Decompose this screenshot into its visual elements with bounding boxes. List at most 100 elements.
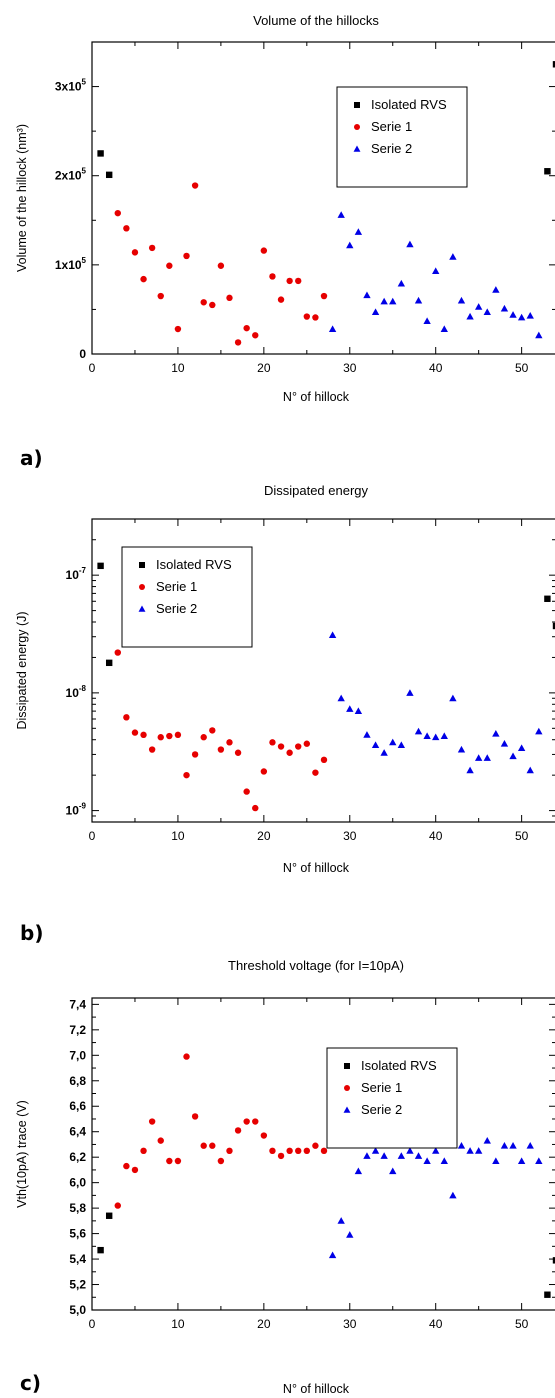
data-point-triangle <box>535 331 543 339</box>
y-tick-label: 7,0 <box>69 1048 86 1062</box>
data-point-circle <box>277 743 285 750</box>
data-point-circle <box>295 277 302 285</box>
data-point-triangle <box>449 694 457 702</box>
panel-label: b) <box>20 921 43 945</box>
y-tick-label: 5,2 <box>69 1278 86 1292</box>
y-tick-label: 2x105 <box>55 167 87 183</box>
chart-title: Volume of the hillocks <box>253 13 379 28</box>
y-tick-label: 0 <box>79 347 86 361</box>
data-point-square <box>552 622 555 630</box>
data-point-square <box>97 1246 104 1254</box>
data-point-triangle <box>474 303 483 310</box>
y-tick-label: 10-7 <box>66 566 87 582</box>
data-point-triangle <box>466 312 474 320</box>
data-point-circle <box>191 182 199 189</box>
data-point-circle <box>123 714 130 721</box>
y-tick-label: 10-9 <box>66 802 87 818</box>
data-point-circle <box>217 746 225 753</box>
data-point-square <box>354 102 360 108</box>
x-tick-label: 0 <box>89 1317 96 1331</box>
data-point-triangle <box>500 740 509 747</box>
data-point-triangle <box>483 308 491 316</box>
data-point-triangle <box>457 1142 466 1149</box>
data-point-triangle <box>535 1157 543 1164</box>
data-point-triangle <box>343 1106 351 1113</box>
data-point-triangle <box>526 1142 534 1149</box>
series-serie-2 <box>328 211 543 339</box>
data-point-triangle <box>406 689 414 696</box>
data-point-circle <box>226 739 233 746</box>
x-tick-label: 40 <box>429 829 443 843</box>
chart-title: Threshold voltage (for I=10pA) <box>228 958 404 973</box>
data-point-triangle <box>500 1142 509 1149</box>
y-tick-label: 5,8 <box>69 1201 86 1215</box>
y-tick-label: 5,4 <box>69 1252 86 1266</box>
legend-entry: Serie 2 <box>361 1102 402 1117</box>
y-tick-label: 1x105 <box>55 256 87 272</box>
x-tick-label: 20 <box>257 1317 271 1331</box>
data-point-circle <box>174 325 182 333</box>
data-point-triangle <box>380 297 388 305</box>
data-point-triangle <box>474 754 483 761</box>
data-point-circle <box>123 225 130 232</box>
data-point-triangle <box>397 279 406 287</box>
data-point-square <box>105 659 113 667</box>
data-point-circle <box>209 301 216 309</box>
data-point-triangle <box>449 253 457 260</box>
data-point-triangle <box>380 749 388 756</box>
data-point-circle <box>166 1157 173 1165</box>
legend: Isolated RVS Serie 1 Serie 2 <box>336 86 468 188</box>
data-point-triangle <box>371 741 380 749</box>
data-point-circle <box>140 1147 147 1155</box>
data-point-triangle <box>432 1147 440 1154</box>
y-axis-label: Dissipated energy (J) <box>15 611 29 729</box>
data-point-circle <box>286 1147 293 1155</box>
data-point-triangle <box>526 766 534 774</box>
data-point-triangle <box>517 744 526 751</box>
x-tick-label: 50 <box>515 829 529 843</box>
data-point-circle <box>277 1152 285 1160</box>
data-point-circle <box>243 1118 250 1125</box>
data-point-triangle <box>440 732 448 739</box>
data-point-circle <box>123 1162 130 1170</box>
legend-entry: Isolated RVS <box>361 1058 437 1073</box>
legend-entry: Isolated RVS <box>371 97 447 112</box>
data-point-triangle <box>509 752 517 760</box>
legend: Isolated RVS Serie 1 Serie 2 <box>121 546 253 648</box>
data-point-circle <box>226 294 233 302</box>
data-point-triangle <box>337 1217 345 1224</box>
data-point-triangle <box>500 304 509 312</box>
data-point-square <box>344 1063 350 1069</box>
data-point-triangle <box>337 694 345 702</box>
data-point-circle <box>174 731 182 739</box>
data-point-triangle <box>354 228 363 235</box>
data-point-circle <box>252 1118 259 1125</box>
x-tick-label: 0 <box>89 361 96 375</box>
data-point-triangle <box>432 267 440 275</box>
data-point-circle <box>260 1132 268 1139</box>
data-point-circle <box>252 332 259 339</box>
plot-frame <box>91 518 555 823</box>
y-tick-label: 5,6 <box>69 1227 86 1241</box>
data-point-triangle <box>328 325 337 332</box>
chart-panel-c: Threshold voltage (for I=10pA) 0 10 20 30 40 5… <box>15 958 555 1396</box>
data-point-circle <box>131 729 139 736</box>
data-point-circle <box>243 324 250 332</box>
data-point-circle <box>191 1113 199 1120</box>
data-point-circle <box>140 731 147 739</box>
data-point-triangle <box>371 1147 380 1154</box>
data-point-triangle <box>423 732 431 739</box>
series-serie-2 <box>328 1136 543 1259</box>
data-point-circle <box>148 244 156 252</box>
data-point-circle <box>320 292 328 300</box>
legend-entry: Serie 1 <box>156 579 197 594</box>
data-point-triangle <box>449 1191 457 1199</box>
x-tick-label: 30 <box>343 829 357 843</box>
x-tick-label: 30 <box>343 361 357 375</box>
data-point-circle <box>183 1053 190 1060</box>
data-point-triangle <box>354 707 363 715</box>
data-point-circle <box>320 756 328 764</box>
data-point-triangle <box>414 296 423 304</box>
panel-label: a) <box>20 446 43 470</box>
